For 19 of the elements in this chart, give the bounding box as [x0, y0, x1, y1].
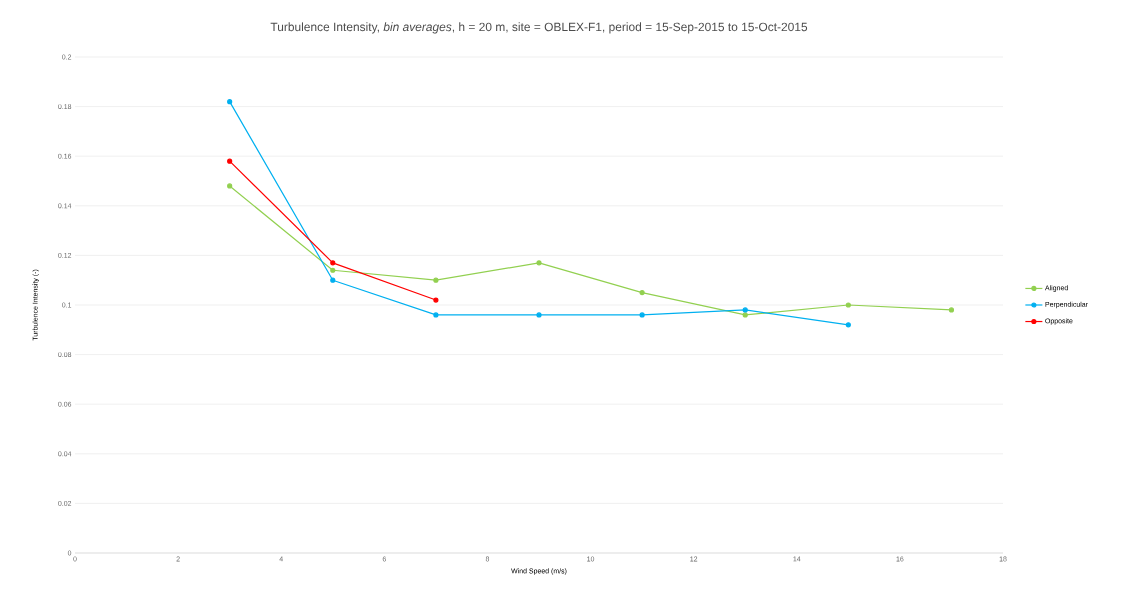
point	[536, 312, 542, 318]
point	[536, 260, 542, 266]
point	[845, 322, 851, 328]
point	[227, 99, 233, 105]
point	[639, 312, 645, 318]
point	[330, 260, 336, 266]
point	[330, 277, 336, 283]
point	[433, 297, 439, 303]
point	[433, 312, 439, 318]
point	[948, 307, 955, 313]
chart-title: Turbulence Intensity, bin averages, h = 20 m, site = OBLEX-F1, period = 15-Sep-2015 to 15-Oct-2015	[270, 22, 808, 34]
point	[845, 302, 851, 308]
point	[227, 158, 233, 164]
point	[742, 312, 748, 318]
point	[330, 267, 336, 273]
point	[742, 307, 748, 313]
point	[639, 290, 645, 296]
point	[433, 277, 439, 283]
point	[227, 183, 233, 189]
